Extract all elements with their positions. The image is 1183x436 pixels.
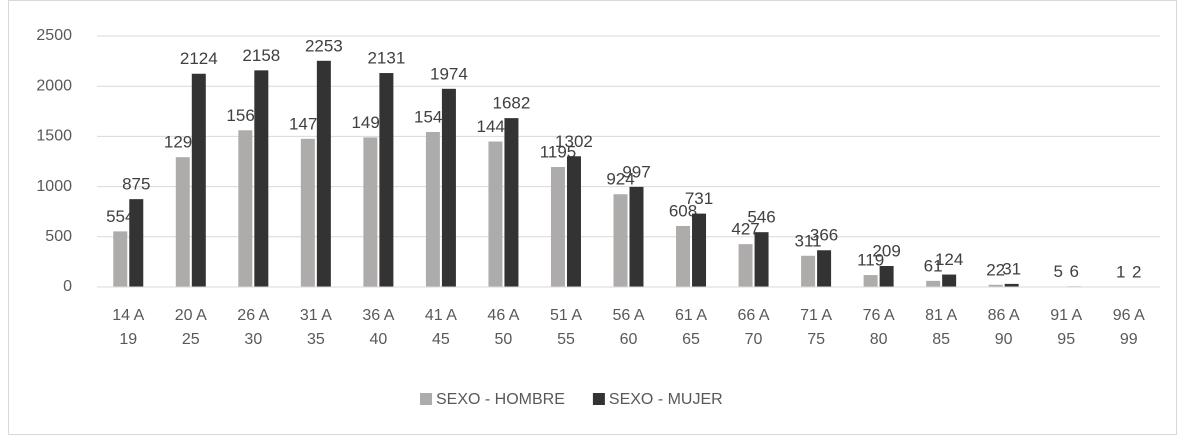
value-label: 875 [122,175,150,194]
value-label: 554 [106,207,134,226]
bar [316,60,331,288]
x-tick-label: 86 A 90 [988,307,1020,348]
value-label: 1302 [555,132,593,151]
value-label: 119 [857,251,884,270]
value-label: 5 [1053,262,1062,281]
bar [175,157,190,287]
legend-swatch [420,393,432,405]
value-label: 1974 [430,64,468,83]
value-label: 546 [747,208,775,227]
bar [379,73,394,287]
bar [942,274,957,287]
x-tick-label: 61 A 65 [675,307,707,348]
y-tick-label: 2000 [36,77,72,94]
y-tick-label: 1000 [36,178,72,195]
value-label: 997 [622,162,650,181]
x-tick-label: 66 A 70 [738,307,770,348]
value-label: 61 [924,256,943,275]
x-tick-label: 20 A 25 [175,307,207,348]
value-label: 209 [872,242,900,261]
x-tick-label: 41 A 45 [425,307,457,348]
value-label: 124 [935,250,963,269]
bar [363,137,378,287]
y-tick-label: 2500 [36,27,72,44]
x-tick-label: 26 A 30 [237,307,269,348]
value-label: 311 [795,231,822,250]
value-label: 2 [1132,262,1141,281]
x-tick-label: 96 A 99 [1113,307,1145,348]
x-tick-label: 36 A 40 [362,307,394,348]
value-label: 2131 [367,49,405,68]
bar [566,156,581,287]
bar [550,167,565,287]
bar [488,141,503,287]
bar [300,138,315,287]
bar [817,250,832,287]
x-tick-label: 14 A 19 [112,307,144,348]
value-label: 1 [1116,262,1125,281]
legend-label: SEXO - MUJER [609,391,723,408]
bar [441,88,456,288]
bar [926,280,941,287]
bar [879,266,894,287]
bar [629,186,644,287]
x-tick-label: 31 A 35 [300,307,332,348]
y-tick-label: 1500 [36,128,72,145]
value-label: 608 [669,201,697,220]
legend-label: SEXO - HOMBRE [436,391,565,408]
bar [863,275,878,287]
value-label: 6 [1069,262,1078,281]
x-tick-label: 46 A 50 [487,307,519,348]
y-tick-label: 0 [63,278,72,295]
bar [613,194,628,287]
bar [801,255,816,287]
x-tick-label: 56 A 60 [612,307,644,348]
bar [504,118,519,287]
legend-swatch [592,393,605,405]
value-label: 731 [685,189,713,208]
value-label: 2124 [180,49,218,68]
x-tick-label: 51 A 55 [550,307,582,348]
bar [191,73,206,287]
value-label: 22 [986,260,1005,279]
bar [254,70,269,288]
bar [754,232,769,287]
bar [238,130,253,287]
value-label: 427 [731,220,759,239]
bar [988,284,1003,287]
value-label: 366 [810,226,838,245]
y-tick-label: 500 [45,228,72,245]
value-label: 2158 [242,46,280,65]
bar [676,225,691,287]
bar [692,213,707,287]
value-label: 924 [606,170,634,189]
value-label: 1682 [493,94,531,113]
bar [738,244,753,287]
bar [113,231,128,287]
bar [1004,283,1019,287]
bar [129,199,144,287]
value-label: 2253 [305,36,343,55]
x-tick-label: 76 A 80 [863,307,895,348]
value-label: 31 [1002,259,1021,278]
bar [425,131,440,287]
x-tick-label: 71 A 75 [800,307,832,348]
x-tick-label: 91 A 95 [1050,307,1082,348]
x-tick-label: 81 A 85 [925,307,957,348]
